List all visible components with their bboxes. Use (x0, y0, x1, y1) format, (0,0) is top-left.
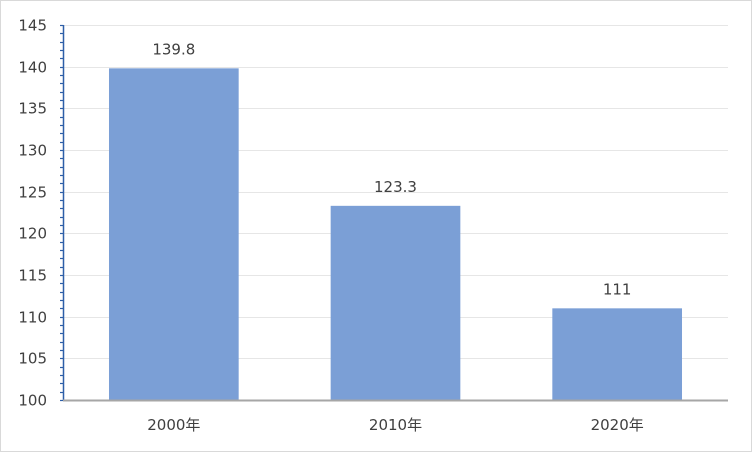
y-tick-label: 130 (18, 142, 47, 160)
bars (108, 68, 683, 400)
bar-2000年 (108, 68, 239, 400)
labels: 100 105 110 115 120 125 130 135 140 145 139.8 2000年… (18, 17, 643, 435)
y-tick-label: 105 (18, 350, 47, 368)
x-tick-label: 2020年 (591, 416, 644, 434)
x-tick-label: 2000年 (147, 416, 200, 434)
data-label: 123.3 (374, 178, 417, 196)
y-tick-label: 135 (18, 100, 47, 118)
y-tick-label: 115 (18, 267, 47, 285)
data-label: 139.8 (152, 40, 195, 58)
axes (60, 24, 728, 402)
y-tick-label: 140 (18, 59, 47, 77)
x-tick-label: 2010年 (369, 416, 422, 434)
bar-2020年 (552, 308, 683, 400)
y-tick-label: 125 (18, 184, 47, 202)
bar-2010年 (330, 205, 461, 400)
y-tick-label: 120 (18, 225, 47, 243)
data-label: 111 (603, 280, 632, 298)
y-tick-label: 145 (18, 17, 47, 35)
y-tick-label: 110 (18, 309, 47, 327)
y-tick-label: 100 (18, 392, 47, 410)
